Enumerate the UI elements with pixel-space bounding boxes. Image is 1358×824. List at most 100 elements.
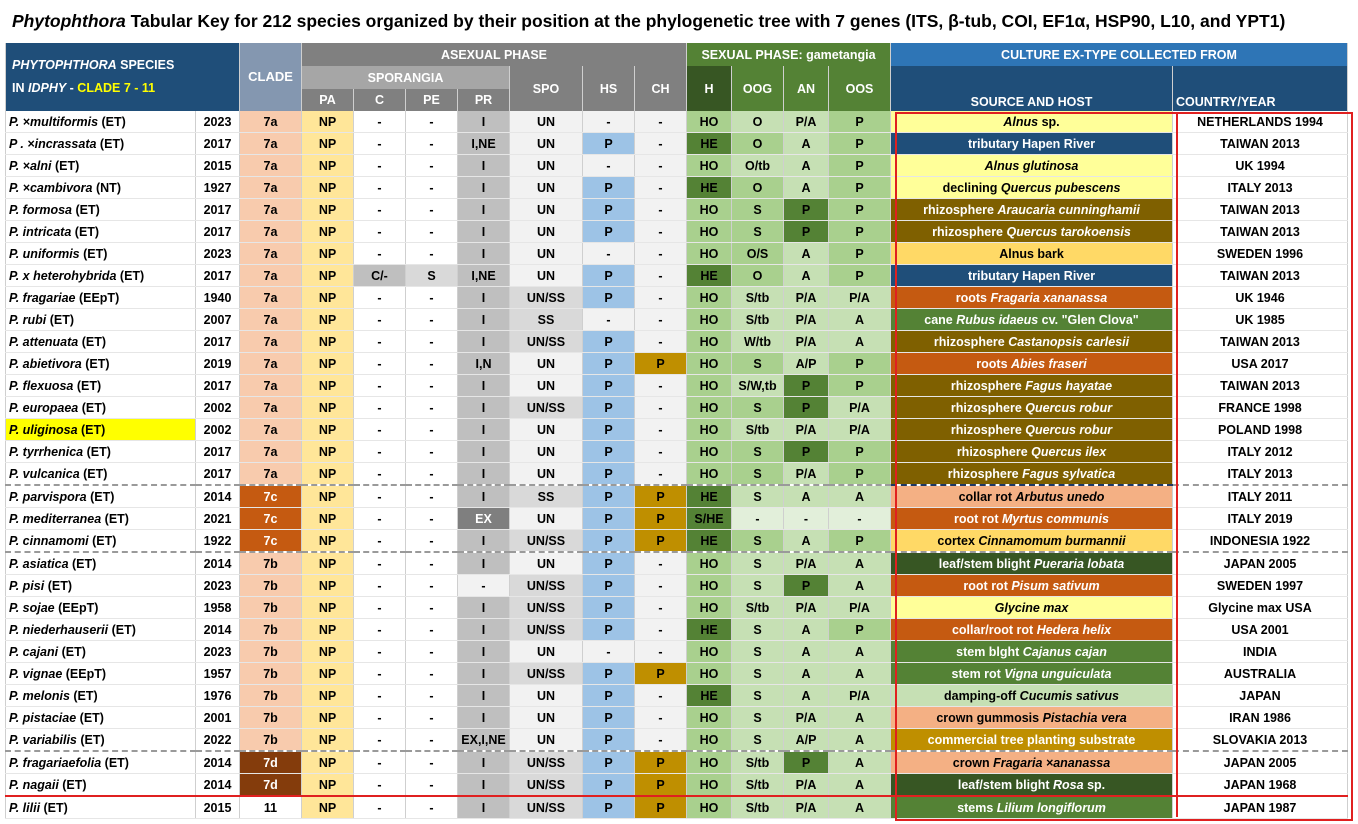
species-binomial: P. asiatica: [9, 556, 69, 571]
source-host-cell: crown gummosis Pistachia vera: [890, 706, 1173, 729]
type-suffix: (ET): [79, 466, 108, 481]
source-host-cell: cortex Cinnamomum burmannii: [890, 529, 1173, 553]
col-spo: SPO: [509, 66, 583, 111]
hs-cell: P: [582, 396, 635, 419]
ch-cell: -: [634, 574, 687, 597]
an-cell: P: [783, 198, 829, 221]
species-binomial: P. parvispora: [9, 489, 87, 504]
country-year-cell: INDONESIA 1922: [1172, 529, 1348, 553]
hs-cell: -: [582, 640, 635, 663]
type-suffix: (EEpT): [62, 666, 107, 681]
oos-cell: A: [828, 330, 891, 353]
species-binomial: P. formosa: [9, 202, 72, 217]
hs-cell: P: [582, 551, 635, 575]
clade-cell: 7b: [239, 618, 302, 641]
spo-cell: UN: [509, 706, 583, 729]
c-cell: -: [353, 176, 406, 199]
oos-cell: P: [828, 440, 891, 463]
spo-cell: UN: [509, 132, 583, 155]
year-cell: 2015: [195, 795, 240, 819]
c-cell: -: [353, 154, 406, 177]
oog-cell: W/tb: [731, 330, 784, 353]
clade-cell: 7b: [239, 684, 302, 707]
clade-cell: 7c: [239, 529, 302, 553]
c-cell: -: [353, 111, 406, 133]
pa-cell: NP: [301, 418, 354, 441]
c-cell: -: [353, 484, 406, 508]
ch-cell: P: [634, 352, 687, 375]
an-cell: A: [783, 618, 829, 641]
col-an: AN: [783, 66, 829, 111]
pa-cell: NP: [301, 176, 354, 199]
spo-cell: UN: [509, 418, 583, 441]
source-host-cell: stems Lilium longiflorum: [890, 795, 1173, 819]
an-cell: P/A: [783, 111, 829, 133]
species-name: P. nagaii (ET): [5, 773, 196, 797]
type-suffix: (ET): [44, 578, 72, 593]
h-cell: HO: [686, 795, 732, 819]
pa-cell: NP: [301, 111, 354, 133]
country-year-cell: JAPAN 2005: [1172, 750, 1348, 774]
type-suffix: (ET): [78, 400, 107, 415]
species-binomial: P. lilii: [9, 800, 41, 815]
year-cell: 2014: [195, 773, 240, 797]
ch-cell: -: [634, 396, 687, 419]
pa-cell: NP: [301, 750, 354, 774]
species-binomial: P. rubi: [9, 312, 47, 327]
an-cell: P: [783, 220, 829, 243]
c-cell: -: [353, 220, 406, 243]
spo-cell: UN/SS: [509, 396, 583, 419]
species-name: P. asiatica (ET): [5, 551, 196, 575]
oos-cell: A: [828, 640, 891, 663]
year-cell: 1957: [195, 662, 240, 685]
country-year-cell: TAIWAN 2013: [1172, 374, 1348, 397]
ch-cell: -: [634, 111, 687, 133]
oog-cell: S: [731, 662, 784, 685]
pe-cell: -: [405, 618, 458, 641]
pr-cell: I: [457, 198, 510, 221]
col-pa: PA: [301, 89, 354, 111]
an-cell: P/A: [783, 596, 829, 619]
spo-cell: UN: [509, 462, 583, 486]
species-name: P. uliginosa (ET): [5, 418, 196, 441]
pa-cell: NP: [301, 574, 354, 597]
year-cell: 2022: [195, 728, 240, 752]
pr-cell: I: [457, 418, 510, 441]
c-cell: -: [353, 507, 406, 530]
source-host-cell: Glycine max: [890, 596, 1173, 619]
pa-cell: NP: [301, 374, 354, 397]
country-year-cell: INDIA: [1172, 640, 1348, 663]
page-title: Phytophthora Tabular Key for 212 species…: [0, 0, 1358, 42]
pr-cell: I,NE: [457, 264, 510, 287]
oog-cell: S/tb: [731, 773, 784, 797]
source-host-cell: Alnus glutinosa: [890, 154, 1173, 177]
ch-cell: -: [634, 132, 687, 155]
hs-cell: P: [582, 728, 635, 752]
spo-cell: UN: [509, 728, 583, 752]
table-row: P. fragariaefolia (ET) 2014 7d NP - - I UN/SS P P…: [5, 750, 1348, 774]
table-row: P. fragariae (EEpT) 1940 7a NP - - I UN/SS P - HO S…: [5, 286, 1348, 309]
ch-cell: -: [634, 462, 687, 486]
oos-cell: P/A: [828, 286, 891, 309]
year-cell: 2017: [195, 462, 240, 486]
c-cell: -: [353, 374, 406, 397]
species-binomial: P. abietivora: [9, 356, 82, 371]
pa-cell: NP: [301, 507, 354, 530]
ch-cell: P: [634, 529, 687, 553]
spo-cell: UN/SS: [509, 795, 583, 819]
pa-cell: NP: [301, 264, 354, 287]
source-host-cell: Alnus sp.: [890, 111, 1173, 133]
pr-cell: I: [457, 750, 510, 774]
ch-cell: P: [634, 507, 687, 530]
h-cell: HE: [686, 132, 732, 155]
h-cell: HO: [686, 286, 732, 309]
ch-cell: -: [634, 308, 687, 331]
type-suffix: (ET): [86, 489, 115, 504]
an-cell: P/A: [783, 773, 829, 797]
spo-cell: UN: [509, 176, 583, 199]
type-suffix: (ET): [51, 158, 80, 173]
species-binomial: P. x heterohybrida: [9, 268, 117, 283]
c-cell: -: [353, 330, 406, 353]
an-cell: P: [783, 374, 829, 397]
